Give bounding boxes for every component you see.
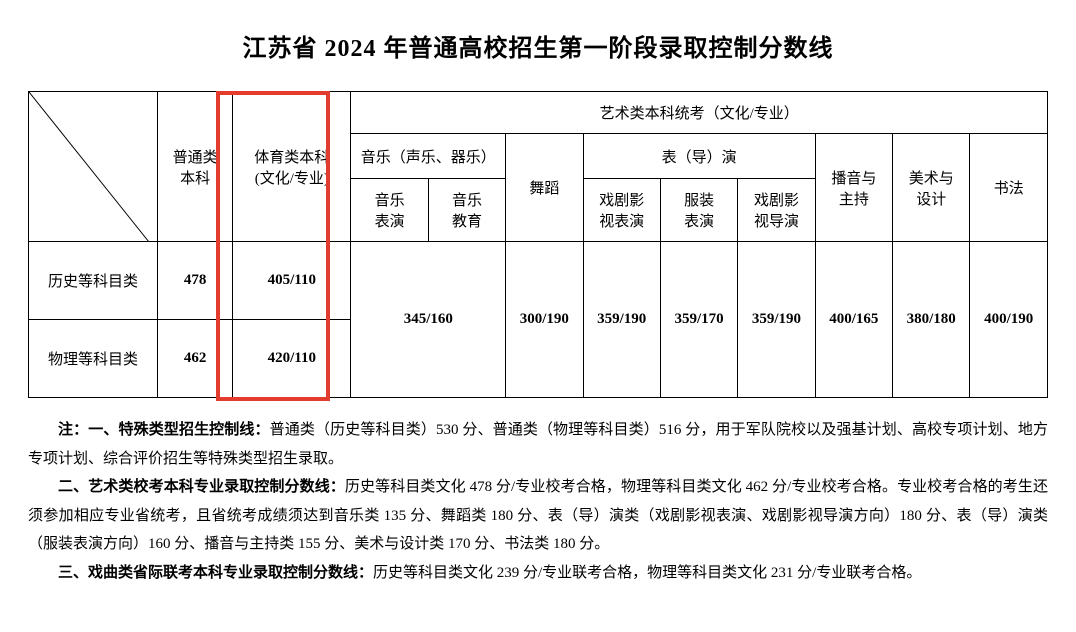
col-art-group: 艺术类本科统考（文化/专业） (351, 92, 1048, 134)
cell-dance: 300/190 (506, 242, 583, 398)
col-music-group: 音乐（声乐、器乐） (351, 134, 506, 179)
cell-fineart: 380/180 (893, 242, 970, 398)
col-act-drama-perf: 戏剧影 视表演 (583, 179, 660, 242)
col-pe: 体育类本科 (文化/专业) (233, 92, 351, 242)
diagonal-header (29, 92, 158, 242)
cell-act-drama-dir: 359/190 (738, 242, 815, 398)
page-title: 江苏省 2024 年普通高校招生第一阶段录取控制分数线 (28, 28, 1048, 63)
note-1: 注：一、特殊类型招生控制线：普通类（历史等科目类）530 分、普通类（物理等科目… (28, 416, 1048, 473)
col-fineart: 美术与 设计 (893, 134, 970, 242)
col-calligraphy: 书法 (970, 134, 1048, 242)
row-label-physics: 物理等科目类 (29, 320, 158, 398)
diagonal-line-icon (29, 92, 149, 242)
cell-broadcast: 400/165 (815, 242, 892, 398)
col-music-edu: 音乐 教育 (428, 179, 505, 242)
note-3-body: 历史等科目类文化 239 分/专业联考合格，物理等科目类文化 231 分/专业联… (373, 565, 921, 581)
col-general: 普通类 本科 (157, 92, 232, 242)
note-2-lead: 二、艺术类校考本科专业录取控制分数线： (58, 479, 345, 495)
score-table: 普通类 本科 体育类本科 (文化/专业) 艺术类本科统考（文化/专业） 音乐（声… (28, 91, 1048, 398)
cell-music: 345/160 (351, 242, 506, 398)
col-act-group: 表（导）演 (583, 134, 815, 179)
col-broadcast: 播音与 主持 (815, 134, 892, 242)
notes-section: 注：一、特殊类型招生控制线：普通类（历史等科目类）530 分、普通类（物理等科目… (28, 416, 1048, 587)
cell-pe: 405/110 (233, 242, 351, 320)
note-3-lead: 三、戏曲类省际联考本科专业录取控制分数线： (58, 565, 373, 581)
col-act-drama-dir: 戏剧影 视导演 (738, 179, 815, 242)
note-1-lead: 注：一、特殊类型招生控制线： (58, 422, 270, 438)
table-row: 历史等科目类 478 405/110 345/160 300/190 359/1… (29, 242, 1048, 320)
note-2: 二、艺术类校考本科专业录取控制分数线：历史等科目类文化 478 分/专业校考合格… (28, 473, 1048, 559)
cell-act-fashion: 359/170 (660, 242, 737, 398)
cell-pe: 420/110 (233, 320, 351, 398)
cell-general: 462 (157, 320, 232, 398)
cell-general: 478 (157, 242, 232, 320)
score-table-wrap: 普通类 本科 体育类本科 (文化/专业) 艺术类本科统考（文化/专业） 音乐（声… (28, 91, 1048, 398)
col-act-fashion: 服装 表演 (660, 179, 737, 242)
note-3: 三、戏曲类省际联考本科专业录取控制分数线：历史等科目类文化 239 分/专业联考… (28, 559, 1048, 588)
cell-calligraphy: 400/190 (970, 242, 1048, 398)
col-dance: 舞蹈 (506, 134, 583, 242)
row-label-history: 历史等科目类 (29, 242, 158, 320)
cell-act-drama-perf: 359/190 (583, 242, 660, 398)
col-music-perf: 音乐 表演 (351, 179, 428, 242)
